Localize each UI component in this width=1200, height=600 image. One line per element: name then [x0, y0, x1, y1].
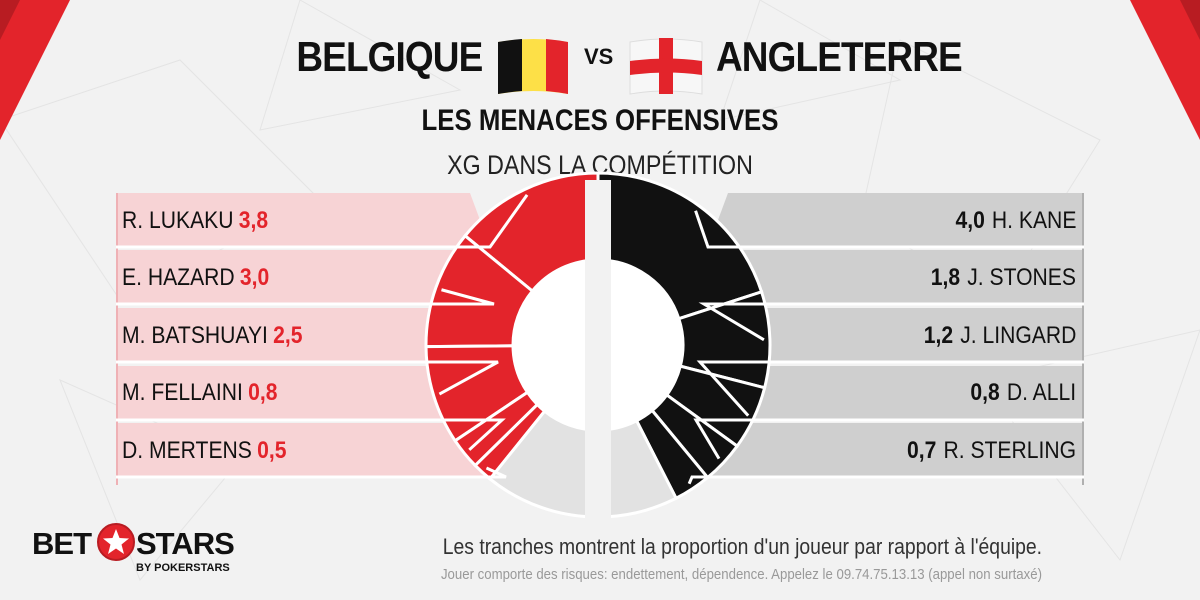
right-label-row-0 [708, 193, 1084, 247]
player-label-left-4: D. MERTENS 0,5 [122, 436, 287, 466]
right-leader-line-3 [693, 418, 1084, 460]
player-label-left-2: M. BATSHUAYI 2,5 [122, 321, 303, 351]
gambling-disclaimer: Jouer comporte des risques: endettement,… [440, 566, 1042, 583]
player-label-right-3: 0,8 D. ALLI [970, 378, 1076, 408]
team-right-name: ANGLETERRE [716, 33, 963, 80]
left-label-row-4 [116, 423, 506, 477]
england-flag-icon [629, 38, 703, 95]
left-leader-line-2 [116, 360, 499, 396]
player-name: D. ALLI [1006, 379, 1076, 406]
right-leader-line-4 [687, 475, 1084, 485]
player-label-left-3: M. FELLAINI 0,8 [122, 378, 278, 408]
player-xg-value: 4,0 [955, 207, 985, 234]
belgium-flag-icon [498, 39, 568, 94]
player-label-left-1: E. HAZARD 3,0 [122, 263, 269, 293]
vs-label: VS [584, 44, 614, 69]
right-slice-0 [596, 171, 764, 321]
team-left-name: BELGIQUE [296, 33, 483, 80]
player-name: R. LUKAKU [122, 207, 234, 234]
donut-divider [585, 180, 611, 520]
left-label-row-2 [116, 308, 498, 362]
player-xg-value: 0,7 [906, 437, 937, 464]
logo-subtitle: BY POKERSTARS [136, 562, 230, 574]
player-name: J. LINGARD [959, 322, 1076, 349]
player-label-left-0: R. LUKAKU 3,8 [122, 206, 268, 236]
right-leader-line-0 [694, 210, 1084, 249]
player-xg-value: 1,2 [923, 322, 953, 349]
right-label-row-1 [704, 250, 1084, 304]
player-label-right-1: 1,8 J. STONES [931, 263, 1076, 293]
left-label-row-1 [116, 250, 494, 304]
player-name: M. BATSHUAYI [122, 322, 268, 349]
left-leader-line-0 [116, 194, 529, 249]
chart-caption: Les tranches montrent la proportion d'un… [442, 534, 1042, 559]
player-name: H. KANE [991, 207, 1076, 234]
player-xg-value: 0,5 [257, 437, 287, 464]
logo-stars-text: STARS [136, 526, 235, 561]
player-name: M. FELLAINI [122, 379, 243, 406]
right-label-row-2 [700, 308, 1084, 362]
logo-bet-text: BET [32, 526, 92, 561]
player-name: J. STONES [967, 264, 1076, 291]
left-leader-line-1 [116, 288, 495, 306]
right-panel-edge [1082, 193, 1084, 485]
right-leader-line-2 [696, 360, 1084, 417]
player-xg-value: 2,5 [273, 322, 303, 349]
betstars-star-icon [97, 523, 135, 561]
left-label-row-3 [116, 366, 502, 420]
player-xg-value: 3,8 [238, 207, 269, 234]
player-xg-value: 1,8 [930, 264, 961, 291]
right-label-row-3 [696, 366, 1084, 420]
left-leader-line-4 [116, 466, 507, 479]
chart-title: LES MENACES OFFENSIVES [421, 104, 779, 137]
player-xg-value: 3,0 [239, 264, 270, 291]
player-xg-value: 0,8 [248, 379, 278, 406]
betstars-logo: BET STARS BY POKERSTARS [32, 523, 235, 582]
match-header: BELGIQUE VS ANGLETERRE [0, 30, 1200, 95]
right-leader-line-1 [698, 302, 1084, 342]
left-label-row-0 [116, 193, 490, 247]
player-name: R. STERLING [943, 437, 1076, 464]
player-label-right-4: 0,7 R. STERLING [907, 436, 1076, 466]
player-name: E. HAZARD [122, 264, 235, 291]
left-leader-line-3 [116, 418, 506, 451]
player-name: D. MERTENS [122, 437, 252, 464]
left-panel-edge [116, 193, 118, 485]
right-label-row-4 [692, 423, 1084, 477]
player-xg-value: 0,8 [970, 379, 1000, 406]
player-label-right-2: 1,2 J. LINGARD [923, 321, 1076, 351]
player-label-right-0: 4,0 H. KANE [955, 206, 1076, 236]
